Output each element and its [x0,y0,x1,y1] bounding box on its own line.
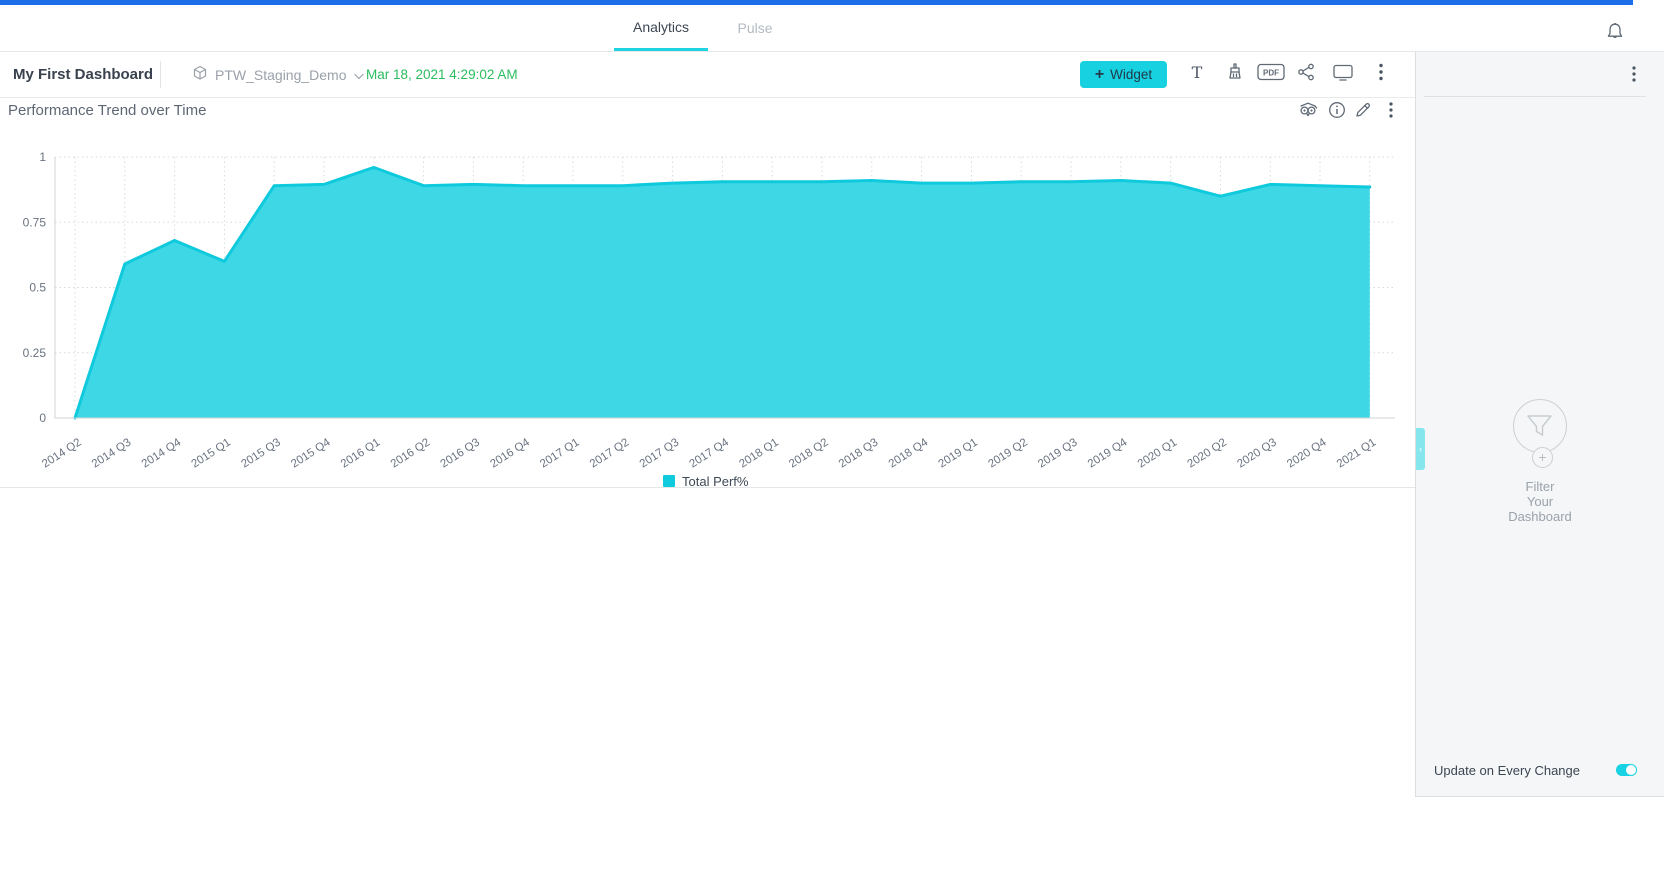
x-axis-label: 2021 Q1 [1335,436,1379,470]
add-filter-button[interactable]: + [1532,447,1553,468]
widget-more-options-icon[interactable] [1380,100,1402,120]
ai-owl-icon[interactable] [1297,100,1319,120]
chart-area-series[interactable] [75,167,1370,418]
x-axis-label: 2016 Q4 [488,436,532,470]
x-axis-label: 2020 Q2 [1185,436,1229,470]
datasource-selector[interactable]: PTW_Staging_Demo [192,52,364,97]
update-on-change-toggle[interactable] [1616,764,1637,776]
top-accent-bar [0,0,1633,5]
x-axis-label: 2018 Q3 [837,436,881,470]
x-axis-label: 2014 Q4 [140,436,184,470]
x-axis-label: 2016 Q2 [389,436,433,470]
legend-label[interactable]: Total Perf% [682,474,749,488]
x-axis-label: 2020 Q4 [1285,436,1329,470]
dashboard-toolbar: My First Dashboard PTW_Staging_Demo Mar … [0,52,1415,98]
text-widget-icon[interactable]: T [1191,62,1203,82]
x-axis-label: 2016 Q3 [438,436,482,470]
edit-pencil-icon[interactable] [1352,100,1374,120]
filter-panel-more-options-icon[interactable] [1624,64,1644,84]
x-axis-label: 2019 Q4 [1086,436,1130,470]
chart-widget: Performance Trend over Time [0,98,1415,488]
widget-title: Performance Trend over Time [8,102,207,119]
legend-swatch[interactable] [663,475,675,487]
filter-panel-collapse-handle[interactable]: › [1416,428,1425,470]
y-axis-tick-label: 0 [39,411,46,425]
plus-icon: + [1094,65,1105,83]
add-widget-button[interactable]: + Widget [1080,61,1167,88]
toolbar-more-options-icon[interactable] [1368,59,1394,85]
svg-text:PDF: PDF [1263,69,1279,78]
tab-pulse[interactable]: Pulse [737,20,773,36]
x-axis-label: 2015 Q3 [239,436,283,470]
x-axis-label: 2016 Q1 [339,436,383,470]
datasource-name: PTW_Staging_Demo [215,66,347,83]
datasource-cube-icon [192,65,208,84]
filter-funnel-icon[interactable]: + [1513,399,1567,468]
update-toggle-label: Update on Every Change [1434,762,1580,778]
chart-line-series [73,165,1372,420]
chevron-down-icon [353,67,364,83]
filter-panel: › + Filter Your Dashboard Update on Ever… [1415,52,1664,797]
x-axis-label: 2019 Q2 [986,436,1030,470]
last-build-timestamp: Mar 18, 2021 4:29:02 AM [366,67,518,82]
x-axis-label: 2018 Q4 [887,436,931,470]
filter-empty-text: Filter Your Dashboard [1508,479,1572,524]
share-icon[interactable] [1293,59,1319,85]
notifications-bell-icon[interactable] [1604,20,1626,42]
toolbar-divider [160,61,161,88]
x-axis-label: 2017 Q1 [538,436,582,470]
x-axis-label: 2018 Q1 [737,436,781,470]
y-axis-tick-label: 1 [39,150,46,164]
export-pdf-icon[interactable]: PDF [1256,59,1286,85]
x-axis-label: 2019 Q1 [936,436,980,470]
toggle-knob [1626,765,1636,775]
x-axis-label: 2015 Q4 [289,436,333,470]
x-axis-label: 2020 Q1 [1136,436,1180,470]
x-axis-label: 2014 Q2 [40,436,84,470]
filter-panel-header [1424,52,1646,97]
x-axis-label: 2017 Q3 [638,436,682,470]
style-brush-icon[interactable] [1222,59,1248,85]
dashboard-title: My First Dashboard [13,66,154,83]
x-axis-label: 2017 Q2 [588,436,632,470]
update-on-change-row: Update on Every Change [1434,760,1637,780]
x-axis-label: 2019 Q3 [1036,436,1080,470]
x-axis-label: 2014 Q3 [90,436,134,470]
y-axis-tick-label: 0.5 [29,281,46,295]
y-axis-tick-label: 0.25 [23,346,47,360]
y-axis-tick-label: 0.75 [23,215,47,229]
tv-view-icon[interactable] [1330,59,1356,85]
x-axis-label: 2017 Q4 [687,436,731,470]
x-axis-label: 2018 Q2 [787,436,831,470]
chevron-right-icon: › [1419,444,1422,454]
top-nav: Analytics Pulse [0,5,1664,52]
tab-analytics[interactable]: Analytics [614,5,708,51]
info-icon[interactable] [1326,100,1348,120]
x-axis-label: 2020 Q3 [1235,436,1279,470]
x-axis-label: 2015 Q1 [189,436,233,470]
filter-empty-state: + Filter Your Dashboard [1416,399,1664,524]
